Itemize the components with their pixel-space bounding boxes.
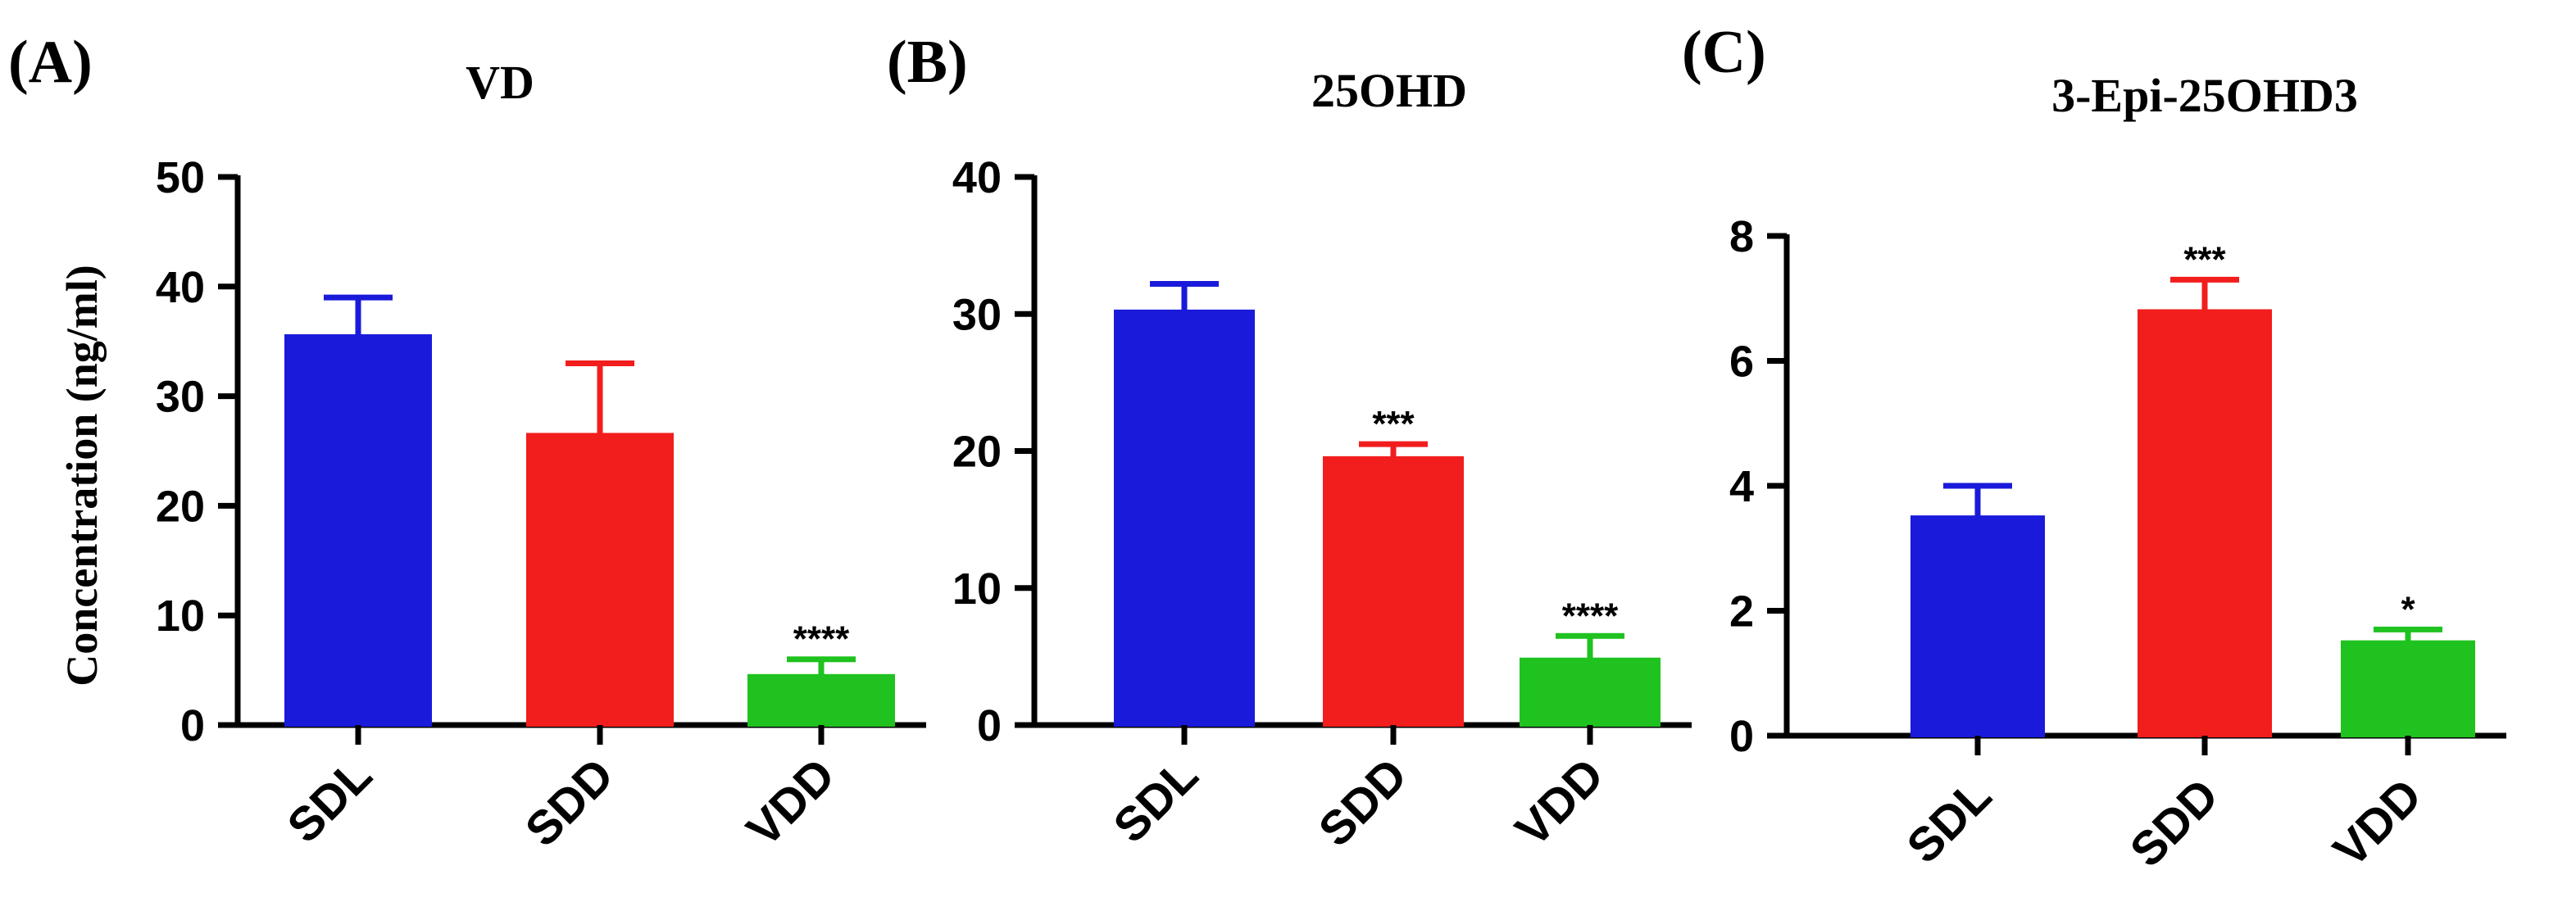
y-tick-label: 2 bbox=[1729, 587, 1754, 637]
bar-sdd bbox=[1323, 456, 1464, 727]
significance-label: * bbox=[2401, 589, 2415, 629]
y-tick-label: 20 bbox=[156, 482, 205, 531]
y-tick-label: 10 bbox=[156, 592, 205, 641]
y-tick-label: 6 bbox=[1729, 338, 1754, 387]
bar-sdd bbox=[2138, 309, 2272, 737]
y-axis-label: Concentration (ng/ml) bbox=[57, 265, 107, 686]
chart-title: 3-Epi-25OHD3 bbox=[2051, 69, 2358, 122]
bar-sdl bbox=[1910, 515, 2045, 737]
y-tick-label: 20 bbox=[952, 428, 1002, 477]
x-category-label: SDD bbox=[1309, 748, 1418, 857]
y-tick-label: 30 bbox=[952, 290, 1002, 339]
x-category-label: SDD bbox=[2120, 768, 2229, 877]
y-tick-label: 40 bbox=[156, 263, 205, 312]
y-tick-label: 10 bbox=[952, 564, 1002, 614]
panel-a: (A) VD 0 10 20 30 40 50 SDL SDD **** VDD Concentrati… bbox=[8, 29, 926, 857]
y-tick-label: 40 bbox=[952, 153, 1002, 202]
y-tick-label: 0 bbox=[977, 701, 1002, 750]
bar-vdd bbox=[2341, 640, 2475, 737]
y-tick-label: 0 bbox=[180, 701, 205, 750]
x-category-label: SDL bbox=[277, 748, 382, 853]
bar-sdl bbox=[284, 334, 432, 727]
y-tick-label: 30 bbox=[156, 373, 205, 422]
chart-title: VD bbox=[466, 56, 534, 109]
bar-vdd bbox=[747, 673, 895, 727]
chart-title: 25OHD bbox=[1311, 64, 1467, 117]
significance-label: **** bbox=[1562, 596, 1619, 636]
x-category-label: VDD bbox=[737, 748, 846, 857]
bar-vdd bbox=[1520, 657, 1661, 727]
significance-label: **** bbox=[793, 619, 850, 660]
panel-label: (C) bbox=[1682, 19, 1766, 86]
panel-c: (C) 3-Epi-25OHD3 0 2 4 6 8 SDL *** SDD * VDD bbox=[1682, 19, 2506, 877]
y-tick-label: 50 bbox=[156, 153, 205, 202]
bar-sdd bbox=[526, 433, 674, 727]
bar-sdl bbox=[1114, 309, 1255, 727]
y-tick-label: 4 bbox=[1729, 462, 1754, 511]
x-category-label: SDL bbox=[1103, 748, 1208, 853]
y-tick-label: 0 bbox=[1729, 712, 1754, 761]
x-category-label: SDL bbox=[1897, 768, 2001, 873]
significance-label: *** bbox=[1372, 404, 1415, 444]
y-tick-label: 8 bbox=[1729, 212, 1754, 261]
significance-label: *** bbox=[2183, 239, 2226, 279]
panel-b: (B) 25OHD 0 10 20 30 40 SDL *** SDD **** VDD bbox=[887, 29, 1692, 857]
x-category-label: VDD bbox=[2324, 768, 2433, 877]
panel-label: (B) bbox=[887, 29, 968, 96]
x-category-label: VDD bbox=[1506, 748, 1615, 857]
x-category-label: SDD bbox=[516, 748, 625, 857]
panel-label: (A) bbox=[8, 29, 93, 96]
